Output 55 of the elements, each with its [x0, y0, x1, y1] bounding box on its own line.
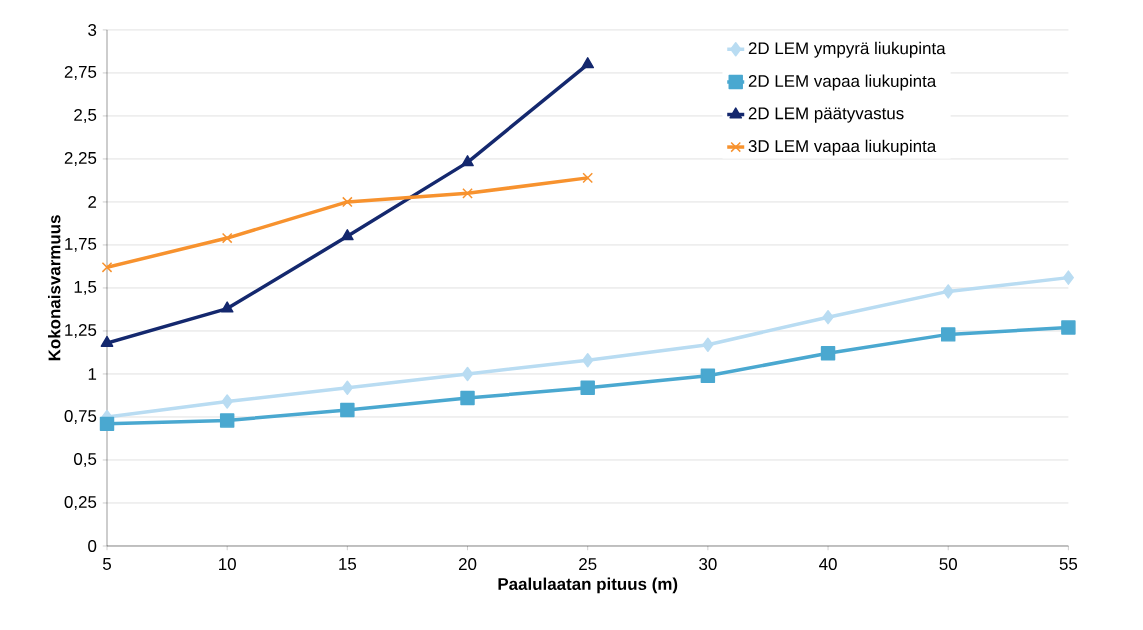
x-tick-label: 10: [219, 558, 236, 571]
x-tick-label: 15: [339, 558, 357, 570]
x-tick-label: 30: [699, 558, 717, 571]
x-tick-label: 40: [819, 558, 837, 571]
point: [219, 413, 235, 428]
x-tick-label: 5: [102, 558, 111, 570]
point: [99, 416, 115, 432]
y-axis-title: Kokonaisvarmuus: [48, 215, 61, 361]
point: [220, 301, 234, 313]
legend-label: 2D LEM ympyrä liukupinta: [748, 41, 946, 58]
point: [820, 346, 836, 361]
y-tick-label: 3: [88, 23, 97, 36]
y-tick-label: 0,75: [64, 409, 97, 424]
point: [700, 368, 716, 383]
point: [582, 352, 594, 368]
point: [1061, 320, 1076, 335]
point: [221, 232, 233, 244]
y-tick-label: 2,75: [64, 65, 97, 80]
point: [942, 284, 954, 299]
x-tick-label: 20: [458, 558, 477, 571]
point: [462, 188, 473, 199]
point: [582, 172, 594, 184]
x-axis-title: Paalulaatan pituus (m): [498, 577, 678, 594]
point: [460, 390, 475, 406]
point: [341, 380, 353, 395]
point: [100, 335, 114, 347]
point: [461, 366, 474, 382]
point: [581, 57, 595, 69]
point: [580, 380, 595, 395]
y-tick-label: 0: [88, 539, 97, 552]
x-tick-label: 55: [1059, 558, 1078, 570]
legend-label: 2D LEM vapaa liukupinta: [748, 74, 937, 91]
point: [702, 337, 714, 352]
y-tick-label: 1,25: [65, 323, 97, 338]
y-tick-label: 1: [88, 368, 97, 380]
point: [221, 394, 233, 409]
y-tick-label: 1,75: [65, 238, 97, 252]
x-tick-label: 50: [939, 558, 957, 571]
point: [461, 155, 474, 167]
point: [340, 402, 355, 418]
y-tick-label: 2,25: [64, 151, 97, 166]
point: [941, 327, 956, 342]
point: [341, 229, 354, 241]
y-tick-label: 0,25: [64, 495, 97, 510]
y-tick-label: 1,5: [74, 281, 97, 295]
y-tick-label: 2,5: [74, 108, 97, 123]
y-tick-label: 2: [88, 196, 97, 208]
point: [822, 309, 834, 325]
x-tick-label: 25: [579, 558, 597, 571]
y-tick-label: 0,5: [74, 452, 97, 467]
legend-label: 2D LEM päätyvastus: [748, 107, 904, 123]
legend-label: 3D LEM vapaa liukupinta: [748, 139, 937, 156]
point: [342, 196, 353, 208]
point: [1062, 270, 1074, 285]
point: [101, 261, 113, 273]
